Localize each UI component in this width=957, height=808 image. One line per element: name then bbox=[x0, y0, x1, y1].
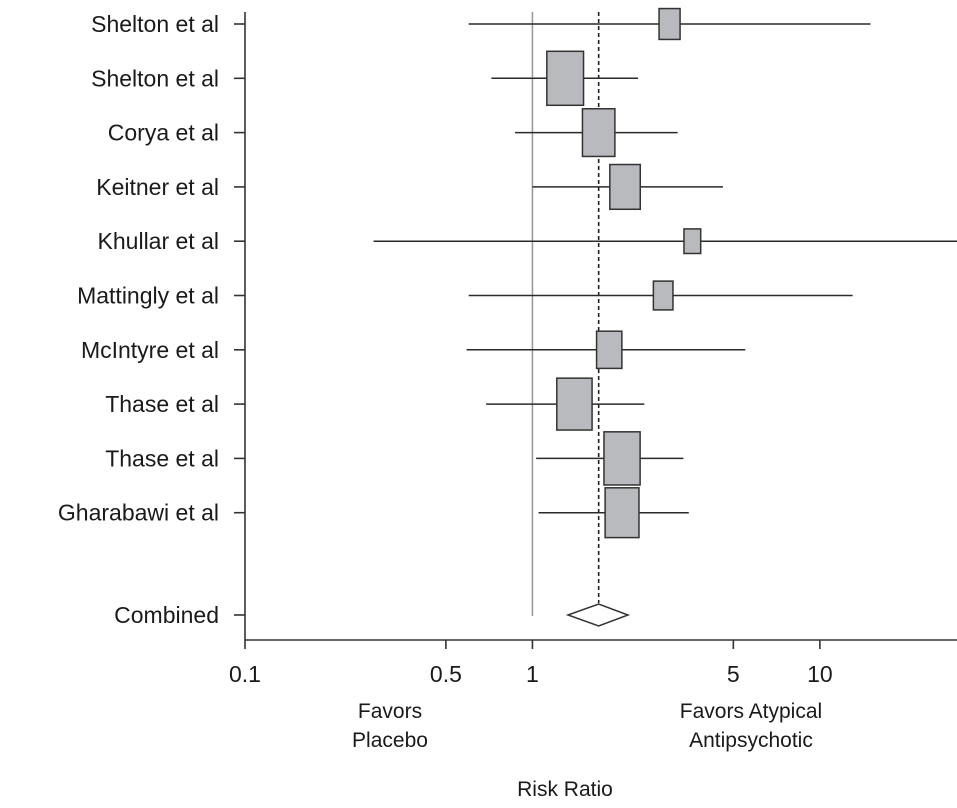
point-estimate-box bbox=[652, 280, 674, 311]
study-label: Thase et al bbox=[105, 391, 219, 417]
study-label: Keitner et al bbox=[96, 174, 219, 200]
x-axis: 0.1 0.5 1 5 10 bbox=[229, 12, 957, 687]
study-label: Corya et al bbox=[108, 120, 219, 146]
study-row: Shelton et al bbox=[91, 50, 639, 107]
study-label: McIntyre et al bbox=[81, 337, 219, 363]
study-row: Mattingly et al bbox=[77, 280, 853, 311]
point-estimate-box bbox=[581, 108, 616, 158]
annotation-favors-atypical-line1: Favors Atypical bbox=[680, 700, 822, 723]
study-label: Gharabawi et al bbox=[58, 500, 219, 526]
x-tick-label: 0.1 bbox=[229, 661, 261, 687]
study-row: Corya et al bbox=[108, 108, 678, 158]
combined-label: Combined bbox=[114, 602, 219, 628]
study-row: Keitner et al bbox=[96, 163, 723, 211]
point-estimate-box bbox=[595, 330, 623, 370]
x-tick-label: 5 bbox=[727, 661, 740, 687]
study-rows: Shelton et al Shelton et al Corya et al Kei… bbox=[58, 7, 957, 628]
study-row: Khullar et al bbox=[98, 228, 957, 255]
point-estimate-box bbox=[609, 163, 642, 211]
study-row: Thase et al bbox=[105, 377, 645, 431]
point-estimate-box bbox=[604, 487, 640, 539]
x-tick-label: 1 bbox=[526, 661, 539, 687]
combined-diamond bbox=[565, 603, 631, 627]
point-estimate-box bbox=[683, 228, 702, 255]
point-estimate-box bbox=[546, 50, 585, 107]
point-estimate-box bbox=[658, 7, 681, 41]
annotation-favors-atypical-line2: Antipsychotic bbox=[689, 729, 813, 752]
point-estimate-box bbox=[603, 431, 641, 486]
point-estimate-box bbox=[556, 377, 593, 431]
annotation-favors-placebo-line2: Placebo bbox=[352, 729, 428, 752]
study-label: Shelton et al bbox=[91, 11, 219, 37]
study-label: Shelton et al bbox=[91, 65, 219, 91]
study-row: Gharabawi et al bbox=[58, 487, 689, 539]
annotation-favors-placebo-line1: Favors bbox=[358, 700, 422, 723]
study-row: Shelton et al bbox=[91, 7, 871, 41]
combined-row: Combined bbox=[114, 602, 631, 628]
study-row: Thase et al bbox=[105, 431, 684, 486]
study-label: Mattingly et al bbox=[77, 283, 219, 309]
x-axis-title: Risk Ratio bbox=[517, 778, 613, 801]
x-tick-label: 0.5 bbox=[430, 661, 462, 687]
x-tick-label: 10 bbox=[807, 661, 833, 687]
study-row: McIntyre et al bbox=[81, 330, 746, 370]
study-label: Khullar et al bbox=[98, 228, 219, 254]
study-label: Thase et al bbox=[105, 445, 219, 471]
